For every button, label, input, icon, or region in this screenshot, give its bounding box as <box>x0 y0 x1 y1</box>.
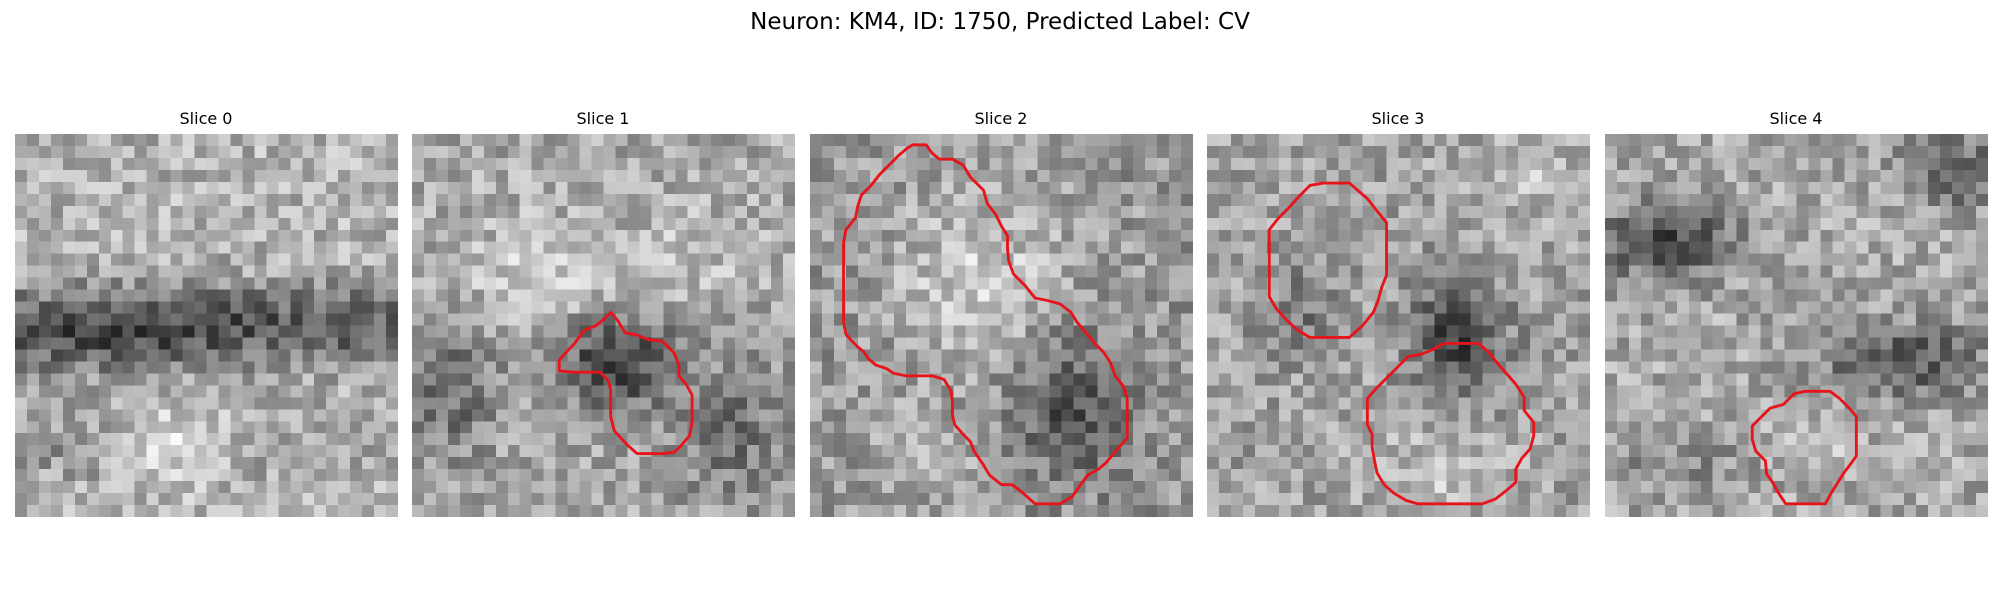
slice-2-pixel-grid <box>810 134 1193 517</box>
slice-0-title: Slice 0 <box>179 109 233 128</box>
slice-0-image <box>15 134 398 517</box>
slice-2-contour-0 <box>842 143 1129 506</box>
slice-1-pixel-grid <box>412 134 795 517</box>
slice-4-image <box>1605 134 1988 517</box>
slice-4-contour-0 <box>1750 389 1858 506</box>
slice-1-contour-0 <box>557 310 694 456</box>
slice-0-pixel-grid <box>15 134 398 517</box>
slice-3-contour-1 <box>1365 342 1536 506</box>
slice-2-image <box>810 134 1193 517</box>
slice-3-contour-0 <box>1267 181 1388 339</box>
slice-3-pixel-grid <box>1207 134 1590 517</box>
slice-3-image <box>1207 134 1590 517</box>
slice-1-title: Slice 1 <box>576 109 630 128</box>
slice-3-title: Slice 3 <box>1371 109 1425 128</box>
slice-4-pixel-grid <box>1605 134 1988 517</box>
slice-1-image <box>412 134 795 517</box>
slice-4-title: Slice 4 <box>1769 109 1823 128</box>
slice-2-title: Slice 2 <box>974 109 1028 128</box>
figure-title: Neuron: KM4, ID: 1750, Predicted Label: … <box>750 9 1250 35</box>
